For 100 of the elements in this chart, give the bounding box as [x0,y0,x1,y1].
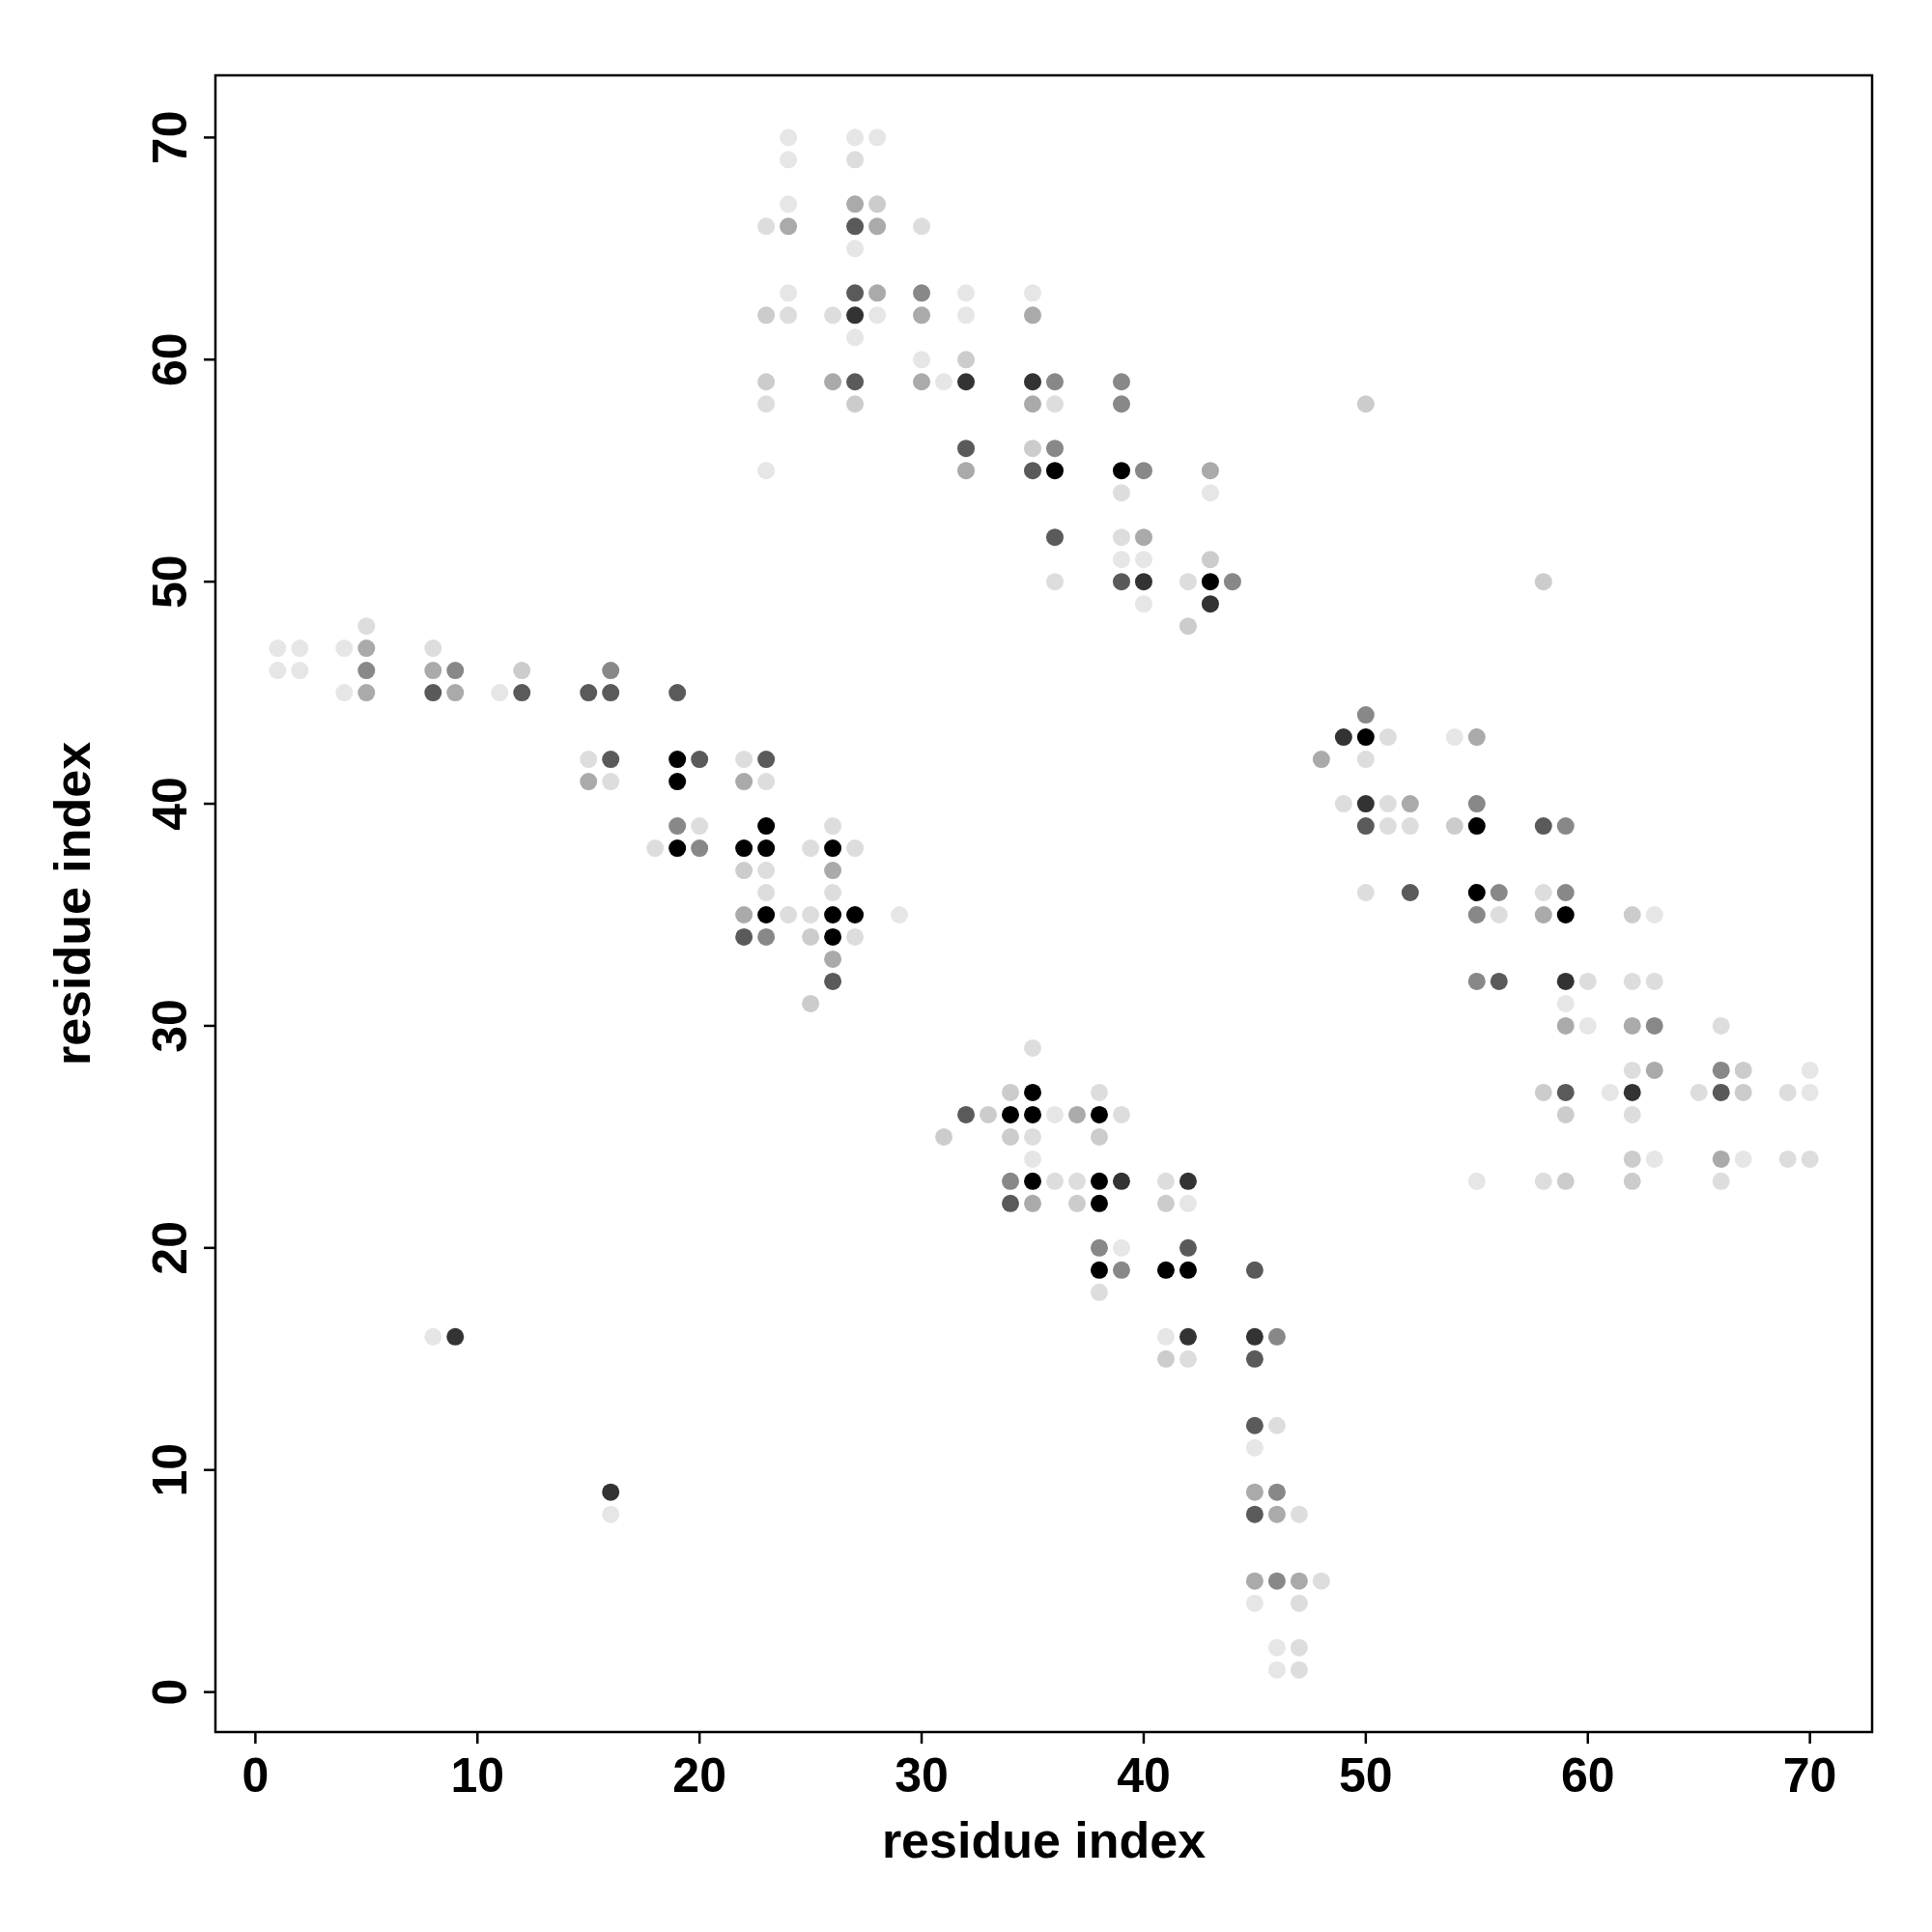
point [1245,1327,1264,1346]
point [868,195,887,213]
point [1245,1505,1264,1523]
point [1112,1172,1130,1190]
point [1445,817,1463,836]
point [913,306,931,325]
point [935,373,953,391]
point [846,128,865,147]
point [1490,972,1508,990]
point [1534,906,1552,923]
point [513,662,531,680]
point [1290,1572,1308,1590]
x-tick-label: 50 [1339,1748,1393,1803]
point [691,839,709,858]
point [1467,884,1486,901]
point [1245,1438,1264,1457]
point [291,662,309,680]
point [1067,1105,1086,1123]
point [1556,817,1575,836]
x-tick-label: 40 [1117,1748,1171,1803]
point [602,662,620,680]
point [1467,906,1486,923]
point [913,351,931,369]
point [735,928,753,946]
x-tick-label: 60 [1560,1748,1615,1803]
point [1356,795,1375,813]
point [735,839,753,858]
point [1623,1083,1641,1101]
point [1045,373,1064,391]
x-tick-label: 20 [672,1748,726,1803]
x-tick-label: 30 [895,1748,949,1803]
point [580,684,598,702]
point [1556,1016,1575,1035]
point [1024,1172,1042,1190]
point [846,217,865,236]
y-tick-label: 60 [143,332,197,387]
point [957,440,976,458]
point [1002,1172,1020,1190]
point [824,862,842,879]
point [1267,1661,1286,1679]
point [1156,1327,1175,1346]
point [424,1327,442,1346]
point [846,195,865,213]
point [1534,817,1552,836]
point [1002,1105,1020,1123]
point [1267,1505,1286,1523]
point [1356,817,1375,836]
point [1356,395,1375,413]
point [1024,395,1042,413]
point [1134,595,1152,613]
point [668,817,687,836]
point [1556,884,1575,901]
point [1578,1016,1597,1035]
point [602,1505,620,1523]
point [1024,284,1042,302]
point [446,684,465,702]
x-tick-label: 70 [1782,1748,1837,1803]
point [1090,1194,1108,1212]
point [1179,1261,1197,1279]
point [1024,373,1042,391]
point [1201,595,1219,613]
point [1245,1572,1264,1590]
point [757,906,776,923]
point [957,284,976,302]
point [846,395,865,413]
point [1245,1416,1264,1435]
point [757,817,776,836]
point [824,950,842,968]
point [913,284,931,302]
point [1556,1083,1575,1101]
point [757,306,776,325]
point [1356,706,1375,724]
point [291,639,309,658]
point [1245,1594,1264,1612]
point [1045,462,1064,480]
point [957,351,976,369]
point [1556,994,1575,1012]
point [1645,906,1663,923]
point [357,662,376,680]
point [1645,1016,1663,1035]
point [1024,306,1042,325]
point [1002,1194,1020,1212]
point [957,306,976,325]
point [1112,462,1130,480]
point [1801,1061,1819,1079]
point [691,751,709,769]
point [446,1327,465,1346]
point [269,662,287,680]
point [735,862,753,879]
point [1623,906,1641,923]
point [824,906,842,923]
point [957,462,976,480]
point [1623,1150,1641,1168]
y-tick-label: 50 [143,554,197,609]
point [1467,1172,1486,1190]
point [1112,373,1130,391]
point [1090,1238,1108,1257]
point [1534,1083,1552,1101]
point [1267,1327,1286,1346]
point [1024,1105,1042,1123]
